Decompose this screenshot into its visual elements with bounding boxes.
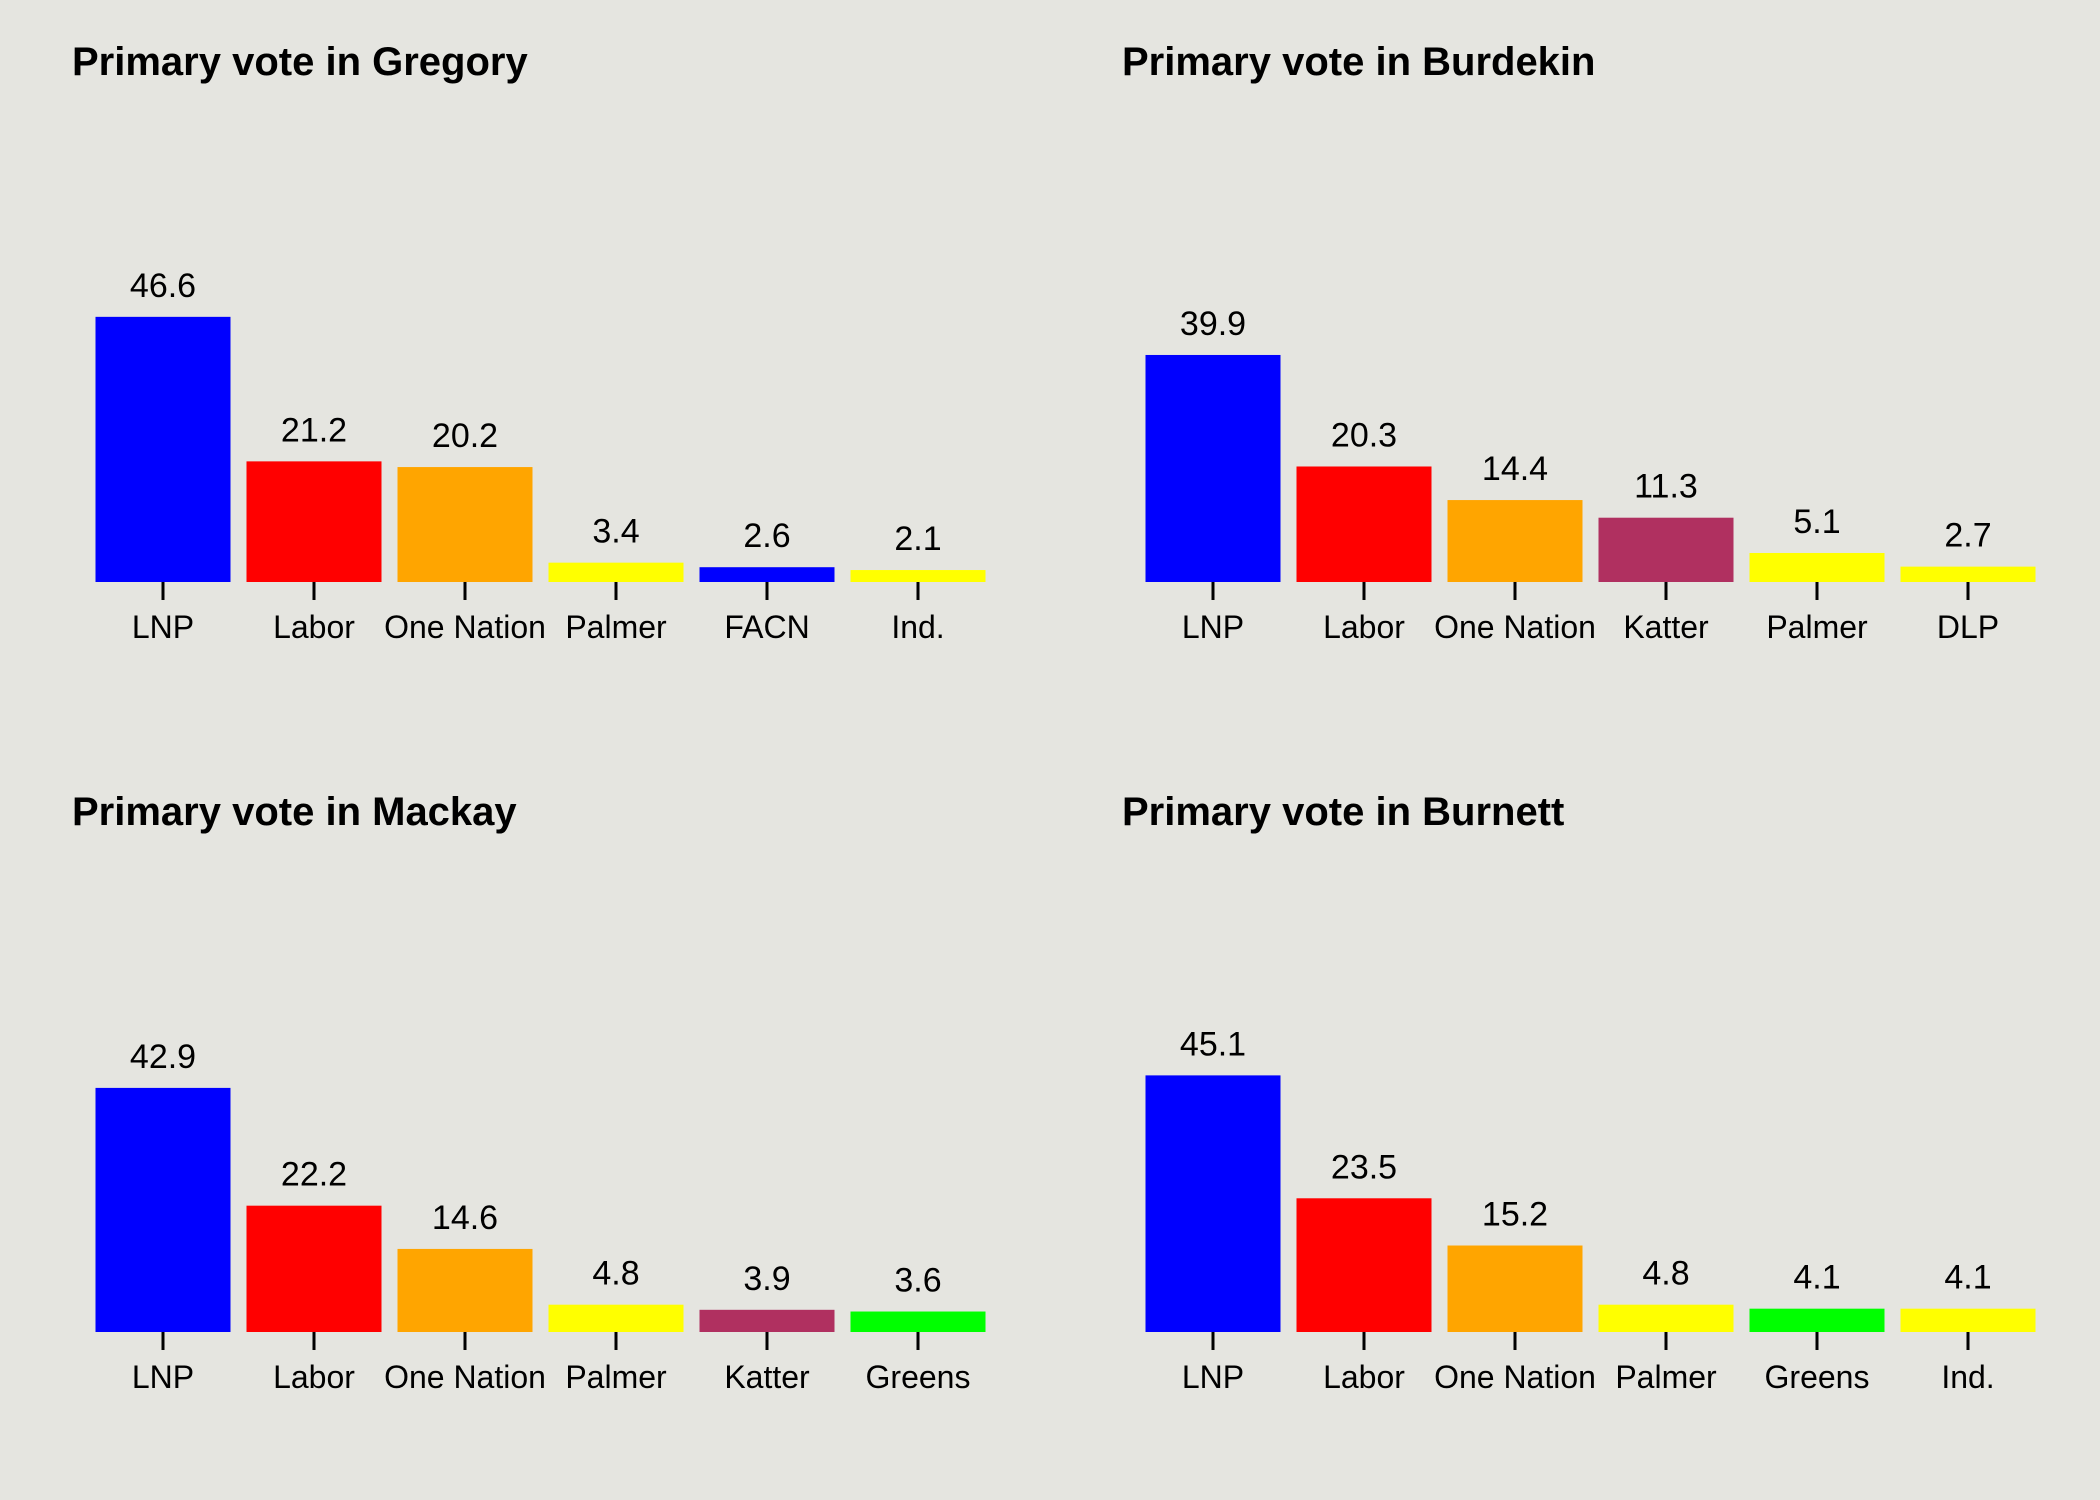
bar-ind- <box>1900 1308 2036 1332</box>
x-tick-label: Ind. <box>1941 1359 1994 1395</box>
chart-title: Primary vote in Mackay <box>72 790 517 834</box>
bar-chart-burnett: 45.1 LNP 23.5 Labor 15.2 One Nation 4.8 Palmer 4… <box>1145 1025 2036 1395</box>
bar-lnp <box>1145 1075 1281 1332</box>
x-tick-label: DLP <box>1937 609 1999 645</box>
chart-title: Primary vote in Burnett <box>1122 790 1565 834</box>
x-tick-label: One Nation <box>1434 609 1596 645</box>
bar-palmer <box>1598 1304 1734 1332</box>
data-label: 39.9 <box>1180 305 1246 343</box>
bar-ind- <box>850 570 986 582</box>
data-label: 20.2 <box>432 417 498 455</box>
data-label: 42.9 <box>130 1038 196 1076</box>
data-label: 4.1 <box>1944 1259 1991 1297</box>
x-tick-label: Labor <box>273 609 355 645</box>
data-label: 11.3 <box>1634 468 1698 506</box>
x-tick-label: Palmer <box>1615 1359 1717 1395</box>
chart-title: Primary vote in Burdekin <box>1122 40 1596 84</box>
x-tick-label: FACN <box>724 609 809 645</box>
x-tick-label: One Nation <box>384 609 546 645</box>
x-tick-label: Greens <box>866 1359 971 1395</box>
x-tick-label: Labor <box>1323 1359 1405 1395</box>
data-label: 21.2 <box>281 411 347 449</box>
bar-one-nation <box>1447 500 1583 582</box>
data-label: 3.9 <box>743 1260 790 1298</box>
data-label: 45.1 <box>1180 1025 1246 1063</box>
bar-palmer <box>548 1304 684 1332</box>
data-label: 4.8 <box>1642 1255 1689 1293</box>
data-label: 5.1 <box>1793 503 1840 541</box>
bar-labor <box>246 461 382 582</box>
x-tick-label: Palmer <box>565 1359 667 1395</box>
x-tick-label: Palmer <box>565 609 667 645</box>
x-tick-label: One Nation <box>1434 1359 1596 1395</box>
x-tick-label: Katter <box>1623 609 1709 645</box>
data-label: 3.4 <box>592 513 639 551</box>
bar-one-nation <box>397 1248 533 1332</box>
x-tick-label: Ind. <box>891 609 944 645</box>
data-label: 15.2 <box>1482 1196 1548 1234</box>
x-tick-label: Katter <box>724 1359 810 1395</box>
bar-greens <box>1749 1308 1885 1332</box>
bar-katter <box>1598 517 1734 582</box>
x-tick-label: LNP <box>132 609 194 645</box>
bar-palmer <box>548 562 684 582</box>
data-label: 23.5 <box>1331 1148 1397 1186</box>
bar-labor <box>1296 1198 1432 1332</box>
bar-one-nation <box>397 467 533 582</box>
data-label: 14.6 <box>432 1199 498 1237</box>
x-tick-label: Labor <box>273 1359 355 1395</box>
x-tick-label: LNP <box>1182 1359 1244 1395</box>
bar-katter <box>699 1309 835 1332</box>
bar-facn <box>699 567 835 582</box>
data-label: 4.8 <box>592 1255 639 1293</box>
chart-panel-burdekin: Primary vote in Burdekin 39.9 LNP 20.3 Labo… <box>1050 0 2100 750</box>
bar-one-nation <box>1447 1245 1583 1332</box>
bar-lnp <box>95 1087 231 1332</box>
bar-labor <box>1296 466 1432 582</box>
chart-title: Primary vote in Gregory <box>72 40 528 84</box>
data-label: 2.7 <box>1944 517 1991 555</box>
bar-dlp <box>1900 566 2036 582</box>
x-tick-label: LNP <box>1182 609 1244 645</box>
chart-panel-gregory: Primary vote in Gregory 46.6 LNP 21.2 Labor… <box>0 0 1050 750</box>
x-tick-label: One Nation <box>384 1359 546 1395</box>
bar-lnp <box>95 316 231 582</box>
bar-chart-burdekin: 39.9 LNP 20.3 Labor 14.4 One Nation 11.3 Katter… <box>1145 305 2036 645</box>
data-label: 3.6 <box>894 1262 941 1300</box>
data-label: 20.3 <box>1331 416 1397 454</box>
chart-panel-burnett: Primary vote in Burnett 45.1 LNP 23.5 Labor… <box>1050 750 2100 1500</box>
data-label: 4.1 <box>1793 1259 1840 1297</box>
bar-chart-mackay: 42.9 LNP 22.2 Labor 14.6 One Nation 4.8 Palmer 3… <box>95 1038 986 1395</box>
data-label: 2.1 <box>894 520 941 558</box>
x-tick-label: LNP <box>132 1359 194 1395</box>
bar-labor <box>246 1205 382 1332</box>
bar-chart-gregory: 46.6 LNP 21.2 Labor 20.2 One Nation 3.4 Palmer 2… <box>95 267 986 645</box>
chart-panel-mackay: Primary vote in Mackay 42.9 LNP 22.2 Labor 1… <box>0 750 1050 1500</box>
data-label: 14.4 <box>1482 450 1548 488</box>
x-tick-label: Palmer <box>1766 609 1868 645</box>
bar-palmer <box>1749 552 1885 582</box>
bar-lnp <box>1145 354 1281 582</box>
x-tick-label: Greens <box>1765 1359 1870 1395</box>
x-tick-label: Labor <box>1323 609 1405 645</box>
data-label: 46.6 <box>130 267 196 305</box>
data-label: 2.6 <box>743 517 790 555</box>
data-label: 22.2 <box>281 1156 347 1194</box>
bar-greens <box>850 1311 986 1332</box>
